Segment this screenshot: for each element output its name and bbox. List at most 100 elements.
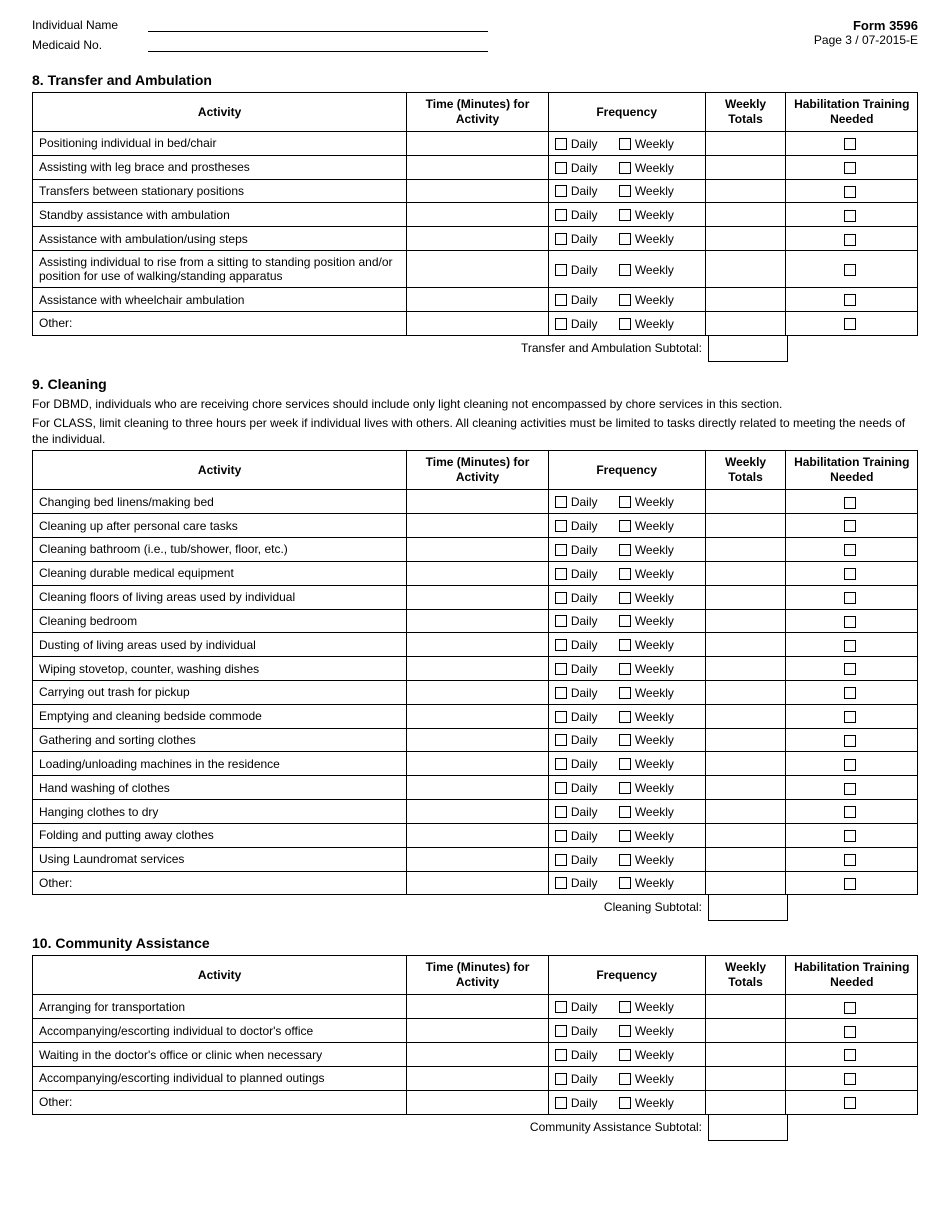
weekly-checkbox[interactable] [619,294,631,306]
weekly-total-cell[interactable] [705,585,786,609]
daily-checkbox[interactable] [555,663,567,675]
weekly-checkbox[interactable] [619,592,631,604]
weekly-total-cell[interactable] [705,609,786,633]
weekly-total-cell[interactable] [705,1066,786,1090]
daily-checkbox[interactable] [555,711,567,723]
daily-checkbox[interactable] [555,568,567,580]
habilitation-checkbox[interactable] [844,711,856,723]
weekly-checkbox[interactable] [619,138,631,150]
time-input-cell[interactable] [407,1090,549,1114]
daily-checkbox[interactable] [555,854,567,866]
habilitation-checkbox[interactable] [844,640,856,652]
subtotal-input[interactable] [708,895,788,921]
weekly-checkbox[interactable] [619,233,631,245]
habilitation-checkbox[interactable] [844,210,856,222]
daily-checkbox[interactable] [555,162,567,174]
habilitation-checkbox[interactable] [844,806,856,818]
weekly-checkbox[interactable] [619,318,631,330]
daily-checkbox[interactable] [555,209,567,221]
time-input-cell[interactable] [407,311,549,335]
weekly-checkbox[interactable] [619,734,631,746]
time-input-cell[interactable] [407,585,549,609]
weekly-checkbox[interactable] [619,185,631,197]
habilitation-checkbox[interactable] [844,520,856,532]
time-input-cell[interactable] [407,776,549,800]
weekly-checkbox[interactable] [619,615,631,627]
time-input-cell[interactable] [407,657,549,681]
habilitation-checkbox[interactable] [844,234,856,246]
time-input-cell[interactable] [407,823,549,847]
weekly-total-cell[interactable] [705,514,786,538]
weekly-total-cell[interactable] [705,657,786,681]
weekly-total-cell[interactable] [705,633,786,657]
habilitation-checkbox[interactable] [844,616,856,628]
weekly-checkbox[interactable] [619,520,631,532]
weekly-checkbox[interactable] [619,1097,631,1109]
daily-checkbox[interactable] [555,520,567,532]
weekly-total-cell[interactable] [705,227,786,251]
habilitation-checkbox[interactable] [844,1097,856,1109]
habilitation-checkbox[interactable] [844,318,856,330]
weekly-checkbox[interactable] [619,209,631,221]
weekly-checkbox[interactable] [619,1025,631,1037]
daily-checkbox[interactable] [555,264,567,276]
daily-checkbox[interactable] [555,806,567,818]
time-input-cell[interactable] [407,1043,549,1067]
weekly-checkbox[interactable] [619,162,631,174]
weekly-checkbox[interactable] [619,877,631,889]
habilitation-checkbox[interactable] [844,294,856,306]
weekly-checkbox[interactable] [619,1001,631,1013]
daily-checkbox[interactable] [555,1073,567,1085]
weekly-checkbox[interactable] [619,711,631,723]
habilitation-checkbox[interactable] [844,186,856,198]
habilitation-checkbox[interactable] [844,783,856,795]
weekly-total-cell[interactable] [705,155,786,179]
weekly-total-cell[interactable] [705,288,786,312]
habilitation-checkbox[interactable] [844,687,856,699]
weekly-total-cell[interactable] [705,823,786,847]
time-input-cell[interactable] [407,132,549,156]
weekly-checkbox[interactable] [619,568,631,580]
weekly-total-cell[interactable] [705,1043,786,1067]
daily-checkbox[interactable] [555,233,567,245]
time-input-cell[interactable] [407,561,549,585]
weekly-total-cell[interactable] [705,847,786,871]
weekly-checkbox[interactable] [619,782,631,794]
time-input-cell[interactable] [407,1019,549,1043]
time-input-cell[interactable] [407,251,549,288]
time-input-cell[interactable] [407,1066,549,1090]
habilitation-checkbox[interactable] [844,1002,856,1014]
weekly-total-cell[interactable] [705,538,786,562]
time-input-cell[interactable] [407,514,549,538]
daily-checkbox[interactable] [555,1097,567,1109]
daily-checkbox[interactable] [555,1049,567,1061]
weekly-checkbox[interactable] [619,1049,631,1061]
daily-checkbox[interactable] [555,138,567,150]
time-input-cell[interactable] [407,800,549,824]
weekly-total-cell[interactable] [705,752,786,776]
weekly-checkbox[interactable] [619,1073,631,1085]
weekly-checkbox[interactable] [619,663,631,675]
medicaid-no-input[interactable] [148,38,488,52]
habilitation-checkbox[interactable] [844,162,856,174]
weekly-total-cell[interactable] [705,490,786,514]
daily-checkbox[interactable] [555,758,567,770]
time-input-cell[interactable] [407,752,549,776]
weekly-total-cell[interactable] [705,704,786,728]
weekly-checkbox[interactable] [619,830,631,842]
daily-checkbox[interactable] [555,639,567,651]
habilitation-checkbox[interactable] [844,592,856,604]
daily-checkbox[interactable] [555,496,567,508]
weekly-total-cell[interactable] [705,203,786,227]
time-input-cell[interactable] [407,155,549,179]
subtotal-input[interactable] [708,336,788,362]
habilitation-checkbox[interactable] [844,735,856,747]
daily-checkbox[interactable] [555,185,567,197]
individual-name-input[interactable] [148,18,488,32]
weekly-checkbox[interactable] [619,758,631,770]
weekly-total-cell[interactable] [705,728,786,752]
habilitation-checkbox[interactable] [844,544,856,556]
habilitation-checkbox[interactable] [844,830,856,842]
weekly-total-cell[interactable] [705,995,786,1019]
daily-checkbox[interactable] [555,544,567,556]
